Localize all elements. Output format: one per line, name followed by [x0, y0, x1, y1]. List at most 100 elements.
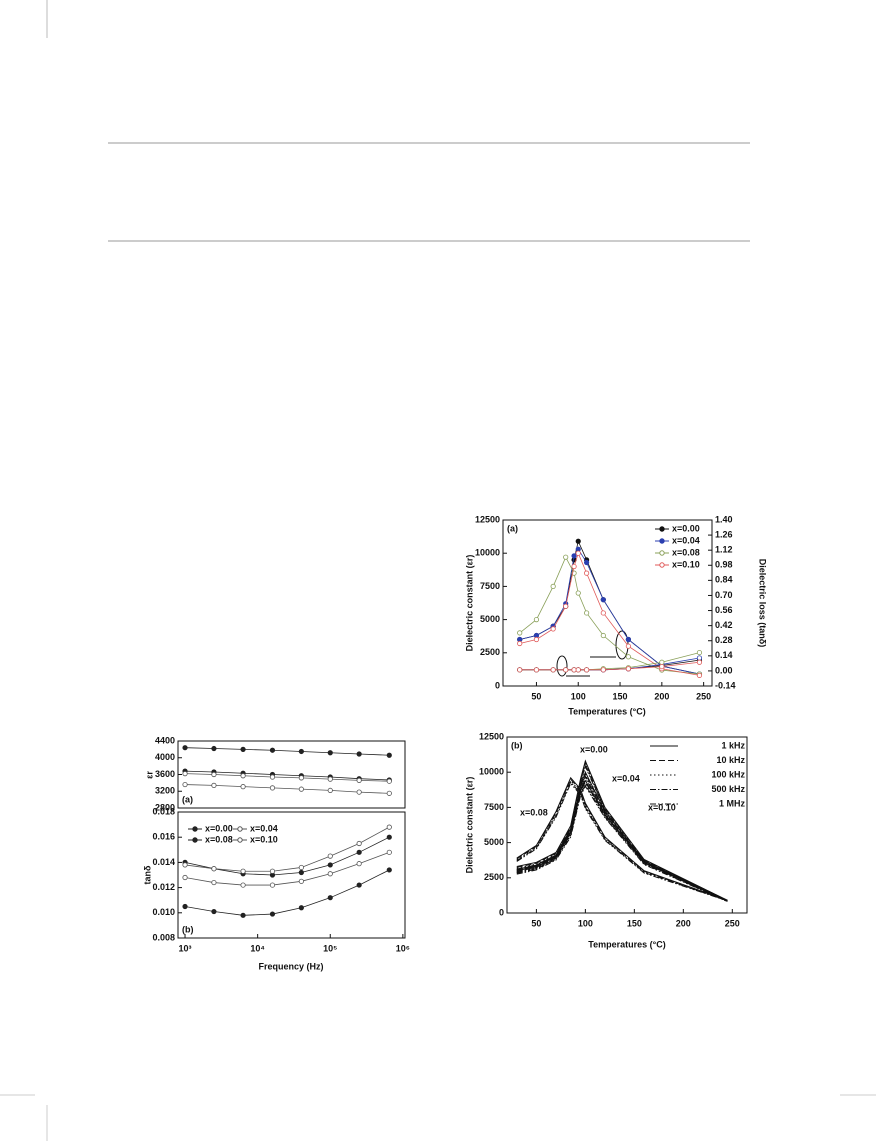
data-point: [625, 643, 632, 649]
x-tick-label: 10⁵: [323, 943, 337, 953]
series-line: [519, 652, 700, 671]
data-point: [269, 747, 276, 753]
data-point: [600, 610, 606, 616]
legend-label: 10 kHz: [716, 755, 745, 765]
legend-marker: [192, 837, 198, 843]
data-point: [327, 750, 333, 756]
data-point: [356, 849, 362, 855]
y2-axis-label: Dielectric loss (tanδ): [758, 559, 768, 647]
data-point: [386, 849, 392, 855]
annotation: x=0.04: [612, 773, 640, 783]
data-point: [563, 554, 569, 560]
data-point: [327, 853, 333, 859]
y2-tick-label: 0.28: [715, 635, 733, 645]
x-tick-label: 250: [696, 691, 711, 701]
data-point: [240, 746, 246, 752]
y2-tick-label: -0.14: [715, 680, 736, 690]
series-curve: [516, 765, 728, 902]
x-tick-label: 150: [613, 691, 628, 701]
data-point: [356, 751, 362, 757]
data-point: [298, 786, 304, 792]
y2-tick-label: 1.40: [715, 514, 733, 524]
data-point: [571, 667, 577, 673]
data-point: [571, 553, 577, 559]
legend-label: x=0.00: [205, 823, 233, 833]
data-point: [211, 879, 217, 886]
annotation: x=0.08: [520, 807, 548, 817]
data-point: [575, 550, 581, 556]
y2-tick-label: 0.00: [715, 665, 733, 675]
data-point: [327, 776, 333, 782]
y-tick-label: 0: [495, 680, 500, 690]
y-tick-label: 4000: [155, 752, 175, 762]
data-point: [240, 868, 246, 874]
data-point: [533, 636, 540, 643]
data-point: [182, 903, 188, 910]
x-axis-label: Temperatures (°C): [588, 939, 665, 949]
data-point: [298, 864, 304, 871]
data-point: [327, 895, 333, 901]
x-tick-label: 50: [531, 918, 541, 928]
x-tick-label: 100: [578, 918, 593, 928]
data-point: [575, 538, 581, 544]
y-tick-label: 5000: [480, 614, 500, 624]
series-curve: [516, 762, 728, 902]
data-point: [356, 861, 362, 867]
y-tick-label: 0.010: [152, 907, 175, 917]
data-point: [298, 878, 304, 884]
plot-frame: [502, 519, 713, 687]
y-tick-label: 0.012: [152, 882, 175, 892]
data-point: [269, 774, 276, 780]
y-tick-label: 0.014: [152, 857, 175, 867]
legend-marker: [659, 526, 665, 532]
data-point: [583, 559, 590, 566]
data-point: [600, 597, 606, 603]
y-tick-label: 2500: [484, 872, 504, 882]
series-curve: [516, 785, 728, 903]
data-point: [600, 667, 606, 673]
data-point: [327, 787, 333, 794]
y-tick-label: 7500: [484, 802, 504, 812]
data-point: [533, 667, 540, 673]
legend-marker: [659, 562, 665, 568]
y2-tick-label: 0.56: [715, 605, 733, 615]
data-point: [517, 640, 523, 647]
data-point: [269, 868, 276, 874]
data-point: [240, 784, 246, 790]
legend-label: x=0.08: [672, 547, 700, 557]
y-axis-label: tanδ: [142, 865, 152, 885]
y2-tick-label: 0.70: [715, 590, 733, 600]
callout-ellipse: [556, 655, 568, 677]
x-axis-label: Temperatures (°C): [568, 706, 645, 716]
panel-label: (a): [507, 523, 518, 533]
y2-tick-label: 1.12: [715, 545, 733, 555]
panel-label: (b): [182, 924, 194, 934]
y-tick-label: 3600: [155, 769, 175, 779]
series-line: [184, 826, 390, 872]
x-tick-label: 10⁴: [250, 943, 264, 953]
plot-frame: [506, 736, 748, 914]
data-point: [550, 626, 556, 632]
series-curve: [516, 779, 728, 902]
data-point: [696, 659, 703, 665]
series-curve: [516, 781, 728, 902]
data-point: [356, 789, 362, 795]
annotation: x=0.00: [580, 744, 608, 754]
series-line: [184, 869, 390, 916]
series-curve: [516, 783, 728, 902]
series-curve: [516, 778, 728, 901]
data-point: [182, 771, 188, 777]
annotation: x=0.10: [648, 802, 676, 812]
data-point: [563, 667, 569, 673]
series-curve: [516, 776, 728, 902]
series-curve: [516, 776, 728, 901]
data-point: [327, 862, 333, 868]
x-tick-label: 200: [676, 918, 691, 928]
series-curve: [516, 775, 728, 902]
legend-marker: [659, 550, 665, 556]
data-point: [298, 748, 304, 755]
legend-label: x=0.10: [250, 834, 278, 844]
data-point: [583, 610, 590, 616]
data-point: [625, 636, 632, 643]
